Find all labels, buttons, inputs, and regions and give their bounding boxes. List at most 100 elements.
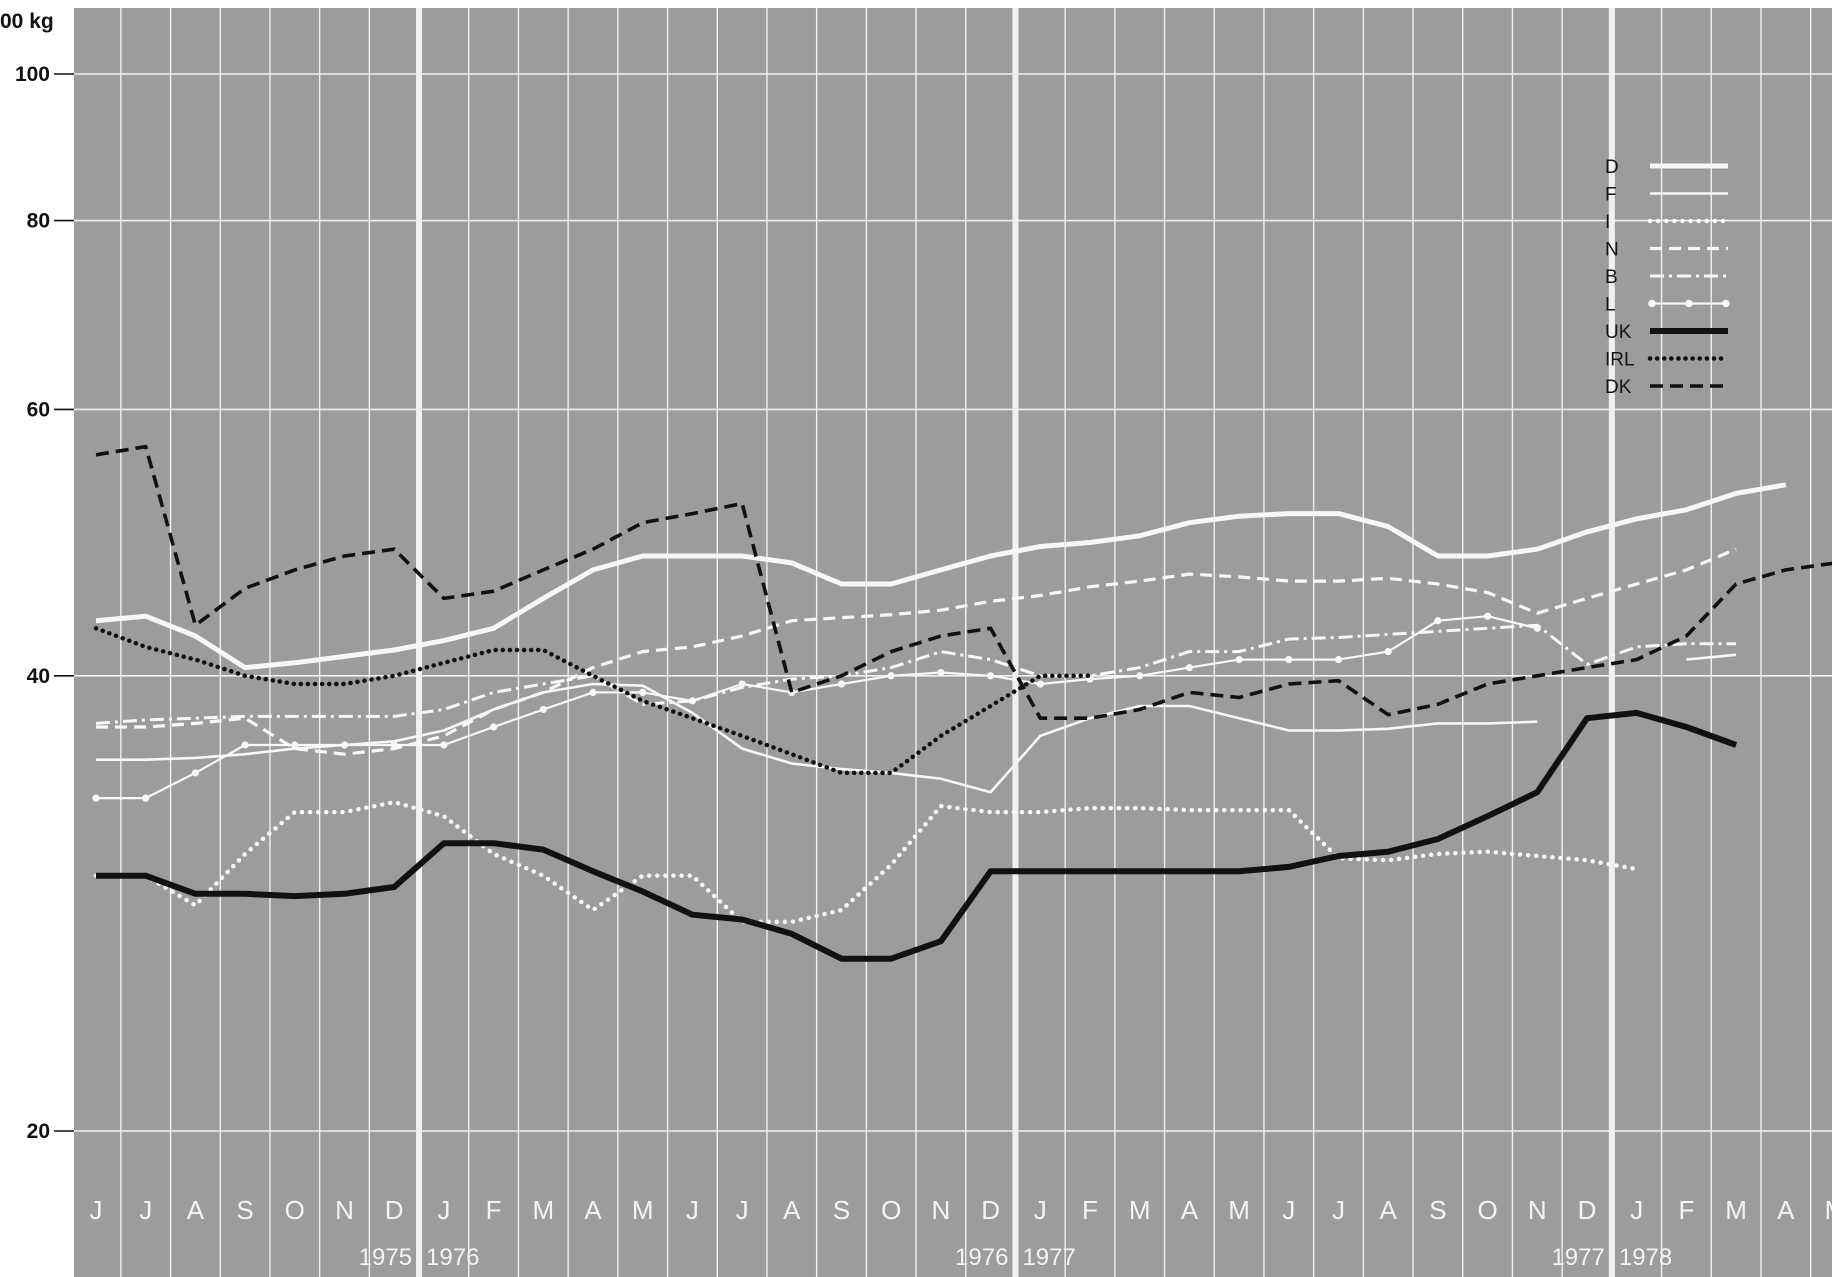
data-point-l <box>738 680 746 688</box>
series-dk <box>95 444 1832 721</box>
month-label: D <box>981 1195 1000 1225</box>
data-point-l <box>291 741 299 749</box>
month-label: J <box>437 1195 450 1225</box>
y-axis-unit-label: 00 kg <box>0 10 54 33</box>
data-point-l <box>589 688 597 697</box>
legend-label: UK <box>1605 322 1632 343</box>
year-label: 1975 <box>359 1244 412 1271</box>
year-label: 1978 <box>1619 1244 1672 1271</box>
series-lines <box>92 444 1832 962</box>
legend-marker <box>1685 299 1693 308</box>
year-label: 1977 <box>1022 1244 1075 1271</box>
month-label: A <box>1181 1195 1199 1225</box>
legend-marker <box>1648 299 1656 308</box>
month-label: J <box>90 1195 103 1225</box>
data-point-l <box>241 741 249 749</box>
month-label: M <box>1129 1195 1151 1225</box>
legend-label: N <box>1605 240 1619 261</box>
month-label: O <box>1477 1195 1497 1225</box>
data-point-l <box>1285 655 1293 664</box>
data-point-l <box>837 680 846 688</box>
legend-label: F <box>1605 185 1617 206</box>
data-point-l <box>1484 612 1492 620</box>
month-label: F <box>486 1195 502 1225</box>
data-point-l <box>490 723 498 731</box>
data-point-l <box>1136 672 1144 680</box>
y-tick-label: 60 <box>27 398 50 421</box>
year-label: 1976 <box>955 1244 1008 1271</box>
y-tick-label: 100 <box>15 63 50 86</box>
month-label: S <box>1429 1195 1446 1225</box>
y-tick-label: 40 <box>27 665 50 688</box>
series-uk <box>96 709 1738 962</box>
data-point-l <box>1334 655 1343 664</box>
month-label: N <box>335 1195 354 1225</box>
legend-marker <box>1722 299 1730 308</box>
month-label: J <box>139 1195 152 1225</box>
series-line-irl <box>93 626 1093 776</box>
month-label: J <box>1282 1195 1295 1225</box>
month-label: J <box>736 1195 749 1225</box>
month-label: O <box>285 1195 305 1225</box>
month-label: M <box>1825 1195 1832 1225</box>
legend-label: I <box>1605 212 1610 233</box>
month-label: D <box>1578 1195 1597 1225</box>
month-label: F <box>1082 1195 1098 1225</box>
data-point-l <box>142 794 150 802</box>
series-line-b <box>95 623 1737 725</box>
month-label: F <box>1678 1195 1694 1225</box>
month-label: J <box>686 1195 699 1225</box>
data-point-l <box>937 668 945 677</box>
data-point-l <box>191 769 199 777</box>
series-line-dk <box>95 444 1832 721</box>
month-label: S <box>833 1195 850 1225</box>
month-label: S <box>236 1195 253 1225</box>
data-point-l <box>1036 680 1044 688</box>
plot-background <box>74 8 1832 1277</box>
month-label: J <box>1630 1195 1643 1225</box>
legend-label: IRL <box>1605 350 1635 371</box>
month-label: A <box>1777 1195 1795 1225</box>
data-point-l <box>1185 664 1193 672</box>
legend-label: L <box>1605 295 1616 316</box>
data-point-l <box>1533 624 1541 632</box>
month-label: D <box>385 1195 404 1225</box>
y-axis: 20 40 60 80 100 <box>15 63 74 1143</box>
month-label: N <box>1528 1195 1547 1225</box>
series-irl <box>93 626 1093 776</box>
data-point-l <box>887 672 895 680</box>
month-label: M <box>532 1195 554 1225</box>
series-line-f <box>1686 653 1737 661</box>
y-tick-label: 80 <box>27 210 50 233</box>
data-point-l <box>639 688 647 697</box>
series-line-l <box>96 615 1538 800</box>
month-label: J <box>1034 1195 1047 1225</box>
month-label: M <box>632 1195 654 1225</box>
month-label: N <box>932 1195 951 1225</box>
x-axis: JJASONDJFMAMJJASONDJFMAMJJASONDJFMAM1975… <box>90 1195 1832 1271</box>
series-line-uk <box>96 709 1738 962</box>
month-label: A <box>187 1195 205 1225</box>
month-label: M <box>1228 1195 1250 1225</box>
month-label: O <box>881 1195 901 1225</box>
data-point-l <box>688 697 697 705</box>
month-label: M <box>1725 1195 1747 1225</box>
data-point-l <box>1235 655 1243 664</box>
data-point-l <box>1384 647 1392 656</box>
y-tick-label: 20 <box>27 1120 50 1143</box>
month-label: A <box>1380 1195 1398 1225</box>
data-point-l <box>340 741 349 749</box>
series-line-d <box>95 482 1787 671</box>
month-label: A <box>783 1195 801 1225</box>
legend-label: B <box>1605 267 1618 288</box>
data-point-l <box>539 705 547 714</box>
year-label: 1977 <box>1551 1244 1604 1271</box>
month-label: A <box>584 1195 602 1225</box>
data-point-l <box>987 672 995 680</box>
series-d <box>95 482 1787 671</box>
series-b <box>95 623 1737 725</box>
data-point-l <box>390 741 398 749</box>
legend-label: DK <box>1605 377 1632 398</box>
